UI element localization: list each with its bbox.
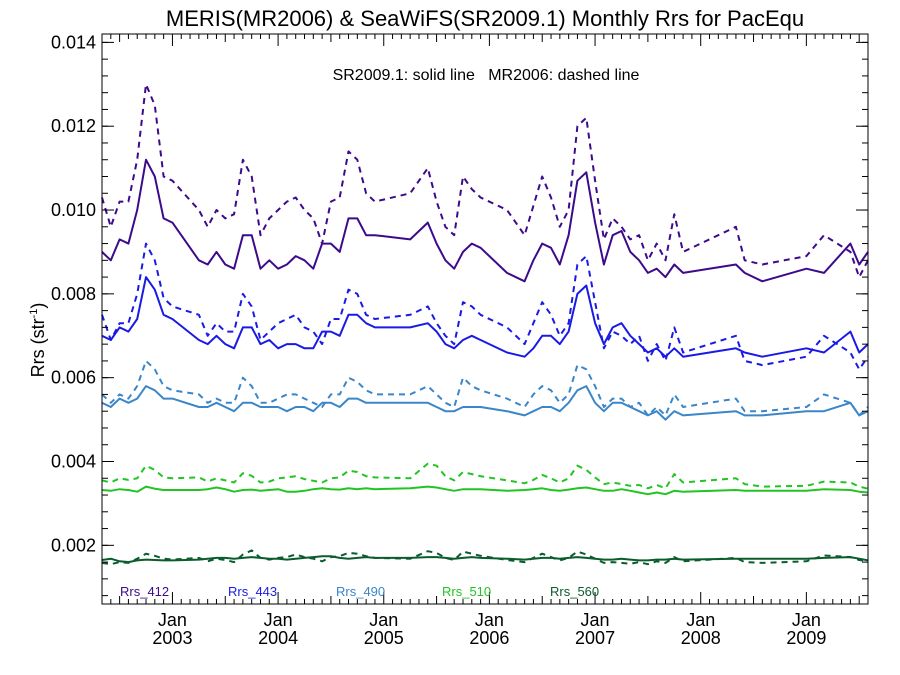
line-style-annotation: SR2009.1: solid line MR2006: dashed line <box>333 67 640 84</box>
x-tick-label-year: 2008 <box>681 628 721 648</box>
y-axis: 0.002 0.004 0.006 0.008 0.010 0.012 0.014 <box>51 32 868 597</box>
legend-item-rrs-510: Rrs_510 <box>442 584 491 599</box>
y-axis-label-main: Rrs (str <box>28 318 48 377</box>
x-axis: Jan2003Jan2004Jan2005Jan2006Jan2007Jan20… <box>101 34 869 648</box>
series-rrs-560-dashed-line <box>101 549 869 566</box>
chart-title: MERIS(MR2006) & SeaWiFS(SR2009.1) Monthl… <box>166 6 804 31</box>
legend-item-rrs-412: Rrs_412 <box>120 584 169 599</box>
y-axis-label-sup: -1 <box>28 309 40 319</box>
legend-item-rrs-560: Rrs_560 <box>550 584 599 599</box>
series-rrs-490-dashed-line <box>101 359 869 417</box>
y-tick-label: 0.010 <box>51 200 96 220</box>
legend-item-rrs-490: Rrs_490 <box>336 584 385 599</box>
x-tick-label-year: 2005 <box>364 628 404 648</box>
y-tick-label: 0.008 <box>51 284 96 304</box>
x-tick-label-year: 2007 <box>575 628 615 648</box>
series-rrs-490-solid-line <box>101 385 869 421</box>
legend: Rrs_412 Rrs_443 Rrs_490 Rrs_510 Rrs_560 <box>120 584 599 599</box>
y-tick-label: 0.012 <box>51 116 96 136</box>
y-tick-label: 0.004 <box>51 452 96 472</box>
series-rrs-510-dashed-line <box>101 462 869 490</box>
plot-lines <box>101 83 869 566</box>
series-rrs-560-solid-line <box>101 555 869 564</box>
x-tick-label-year: 2004 <box>258 628 298 648</box>
series-rrs-412-dashed-line <box>101 83 869 279</box>
x-tick-label-year: 2009 <box>786 628 826 648</box>
plot-frame <box>101 33 869 605</box>
x-tick-label-month: Jan <box>369 610 398 630</box>
x-tick-label-month: Jan <box>581 610 610 630</box>
x-tick-label-month: Jan <box>686 610 715 630</box>
legend-item-rrs-443: Rrs_443 <box>228 584 277 599</box>
x-tick-label-month: Jan <box>158 610 187 630</box>
x-tick-label-month: Jan <box>475 610 504 630</box>
svg-text:Rrs (str-1): Rrs (str-1) <box>28 303 48 378</box>
y-axis-label: Rrs (str-1) <box>28 303 48 378</box>
y-tick-label: 0.006 <box>51 368 96 388</box>
y-tick-label: 0.014 <box>51 32 96 52</box>
x-tick-label-year: 2003 <box>152 628 192 648</box>
x-tick-label-year: 2006 <box>469 628 509 648</box>
series-rrs-443-solid-line <box>101 276 869 358</box>
y-axis-label-end: ) <box>28 303 48 309</box>
series-rrs-412-solid-line <box>101 158 869 283</box>
series-rrs-510-solid-line <box>101 485 869 496</box>
x-tick-label-month: Jan <box>792 610 821 630</box>
y-tick-label: 0.002 <box>51 535 96 555</box>
x-tick-label-month: Jan <box>264 610 293 630</box>
series-rrs-443-dashed-line <box>101 242 869 371</box>
